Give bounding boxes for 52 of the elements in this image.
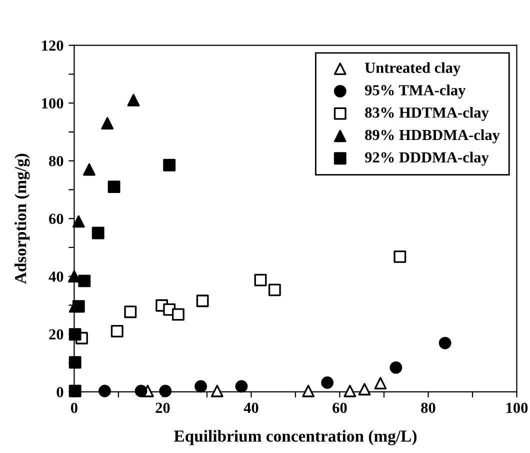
point xyxy=(172,308,184,321)
point xyxy=(108,180,120,194)
point xyxy=(321,376,334,389)
point xyxy=(159,384,172,398)
legend-label: Untreated clay xyxy=(364,62,460,76)
point xyxy=(68,328,82,341)
point xyxy=(124,306,137,318)
point xyxy=(134,384,148,398)
x-axis-title: Equilibrium concentration (mg/L) xyxy=(174,430,417,446)
y-tick-label: 40 xyxy=(48,271,64,282)
x-tick-label: 20 xyxy=(156,402,170,414)
point xyxy=(254,274,267,286)
point xyxy=(344,384,356,398)
x-tick-label: 80 xyxy=(421,402,436,414)
x-tick-label: 100 xyxy=(506,402,528,414)
point xyxy=(98,384,111,398)
y-tick-label: 120 xyxy=(42,40,64,51)
y-tick-label: 100 xyxy=(42,98,64,109)
x-tick-label: 40 xyxy=(244,402,258,414)
point xyxy=(72,300,85,313)
point xyxy=(210,384,224,398)
legend-label: 83% HDTMA-clay xyxy=(365,106,489,121)
point xyxy=(302,384,315,398)
point xyxy=(68,384,82,398)
point xyxy=(268,284,281,296)
legend-label: 95% TMA-clay xyxy=(365,84,466,98)
y-tick-label: 60 xyxy=(49,214,64,224)
point xyxy=(92,226,104,240)
point xyxy=(163,158,176,172)
legend-label: 89% HDBDMA-clay xyxy=(365,129,500,144)
point xyxy=(83,163,96,176)
point xyxy=(394,250,406,263)
point xyxy=(127,94,140,106)
x-tick-label: 60 xyxy=(332,402,347,414)
y-tick-label: 80 xyxy=(49,156,64,166)
point xyxy=(101,117,114,130)
point xyxy=(390,361,402,374)
point xyxy=(72,215,85,228)
legend-label: 92% DDDMA-clay xyxy=(365,152,489,166)
point xyxy=(78,274,91,288)
point xyxy=(196,294,209,308)
point xyxy=(235,380,248,393)
point xyxy=(110,324,124,338)
point xyxy=(438,336,452,350)
y-axis-title: Adsorption (mg/g) xyxy=(14,154,30,284)
point xyxy=(358,383,371,396)
y-tick-label: 0 xyxy=(56,386,64,398)
point xyxy=(374,376,387,390)
y-tick-label: 20 xyxy=(49,329,64,340)
point xyxy=(194,380,207,393)
point xyxy=(68,356,82,369)
x-tick-label: 0 xyxy=(70,402,78,414)
